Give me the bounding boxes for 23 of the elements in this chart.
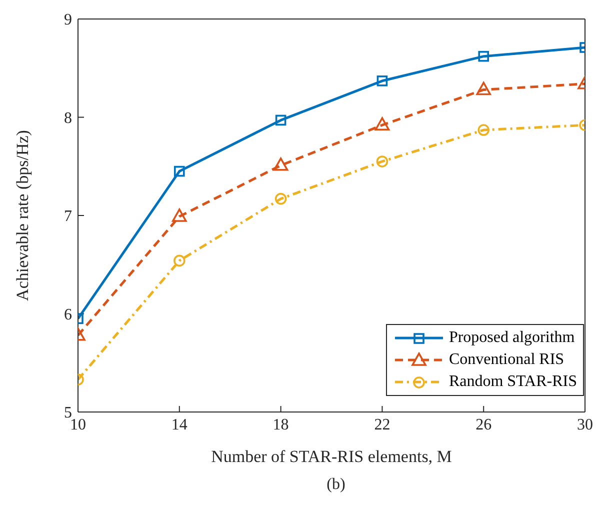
y-tick-label: 8 bbox=[64, 110, 72, 127]
x-tick-label: 26 bbox=[476, 416, 492, 434]
point bbox=[376, 75, 388, 86]
point bbox=[273, 157, 288, 171]
y-tick-label: 6 bbox=[64, 306, 72, 324]
x-tick-label: 10 bbox=[70, 416, 86, 434]
legend-label: Random STAR-RIS bbox=[448, 373, 577, 391]
x-tick-label: 18 bbox=[272, 416, 289, 434]
x-tick-label: 14 bbox=[171, 416, 188, 434]
point bbox=[376, 156, 388, 168]
point bbox=[275, 114, 286, 126]
x-tick-label: 22 bbox=[374, 416, 390, 434]
legend-label: Conventional RIS bbox=[448, 351, 564, 369]
y-tick-label: 9 bbox=[64, 12, 72, 29]
point bbox=[274, 192, 287, 205]
y-tick-label: 5 bbox=[64, 404, 72, 422]
legend-label: Proposed algorithm bbox=[448, 329, 575, 347]
y-tick-label: 7 bbox=[64, 208, 72, 226]
x-tick-label: 30 bbox=[577, 416, 593, 434]
point bbox=[374, 117, 390, 131]
text: (b) bbox=[326, 476, 346, 494]
y-axis-title: Achievable rate (bps/Hz) bbox=[13, 130, 32, 301]
x-axis-title: Number of STAR-RIS elements, M bbox=[211, 447, 452, 466]
